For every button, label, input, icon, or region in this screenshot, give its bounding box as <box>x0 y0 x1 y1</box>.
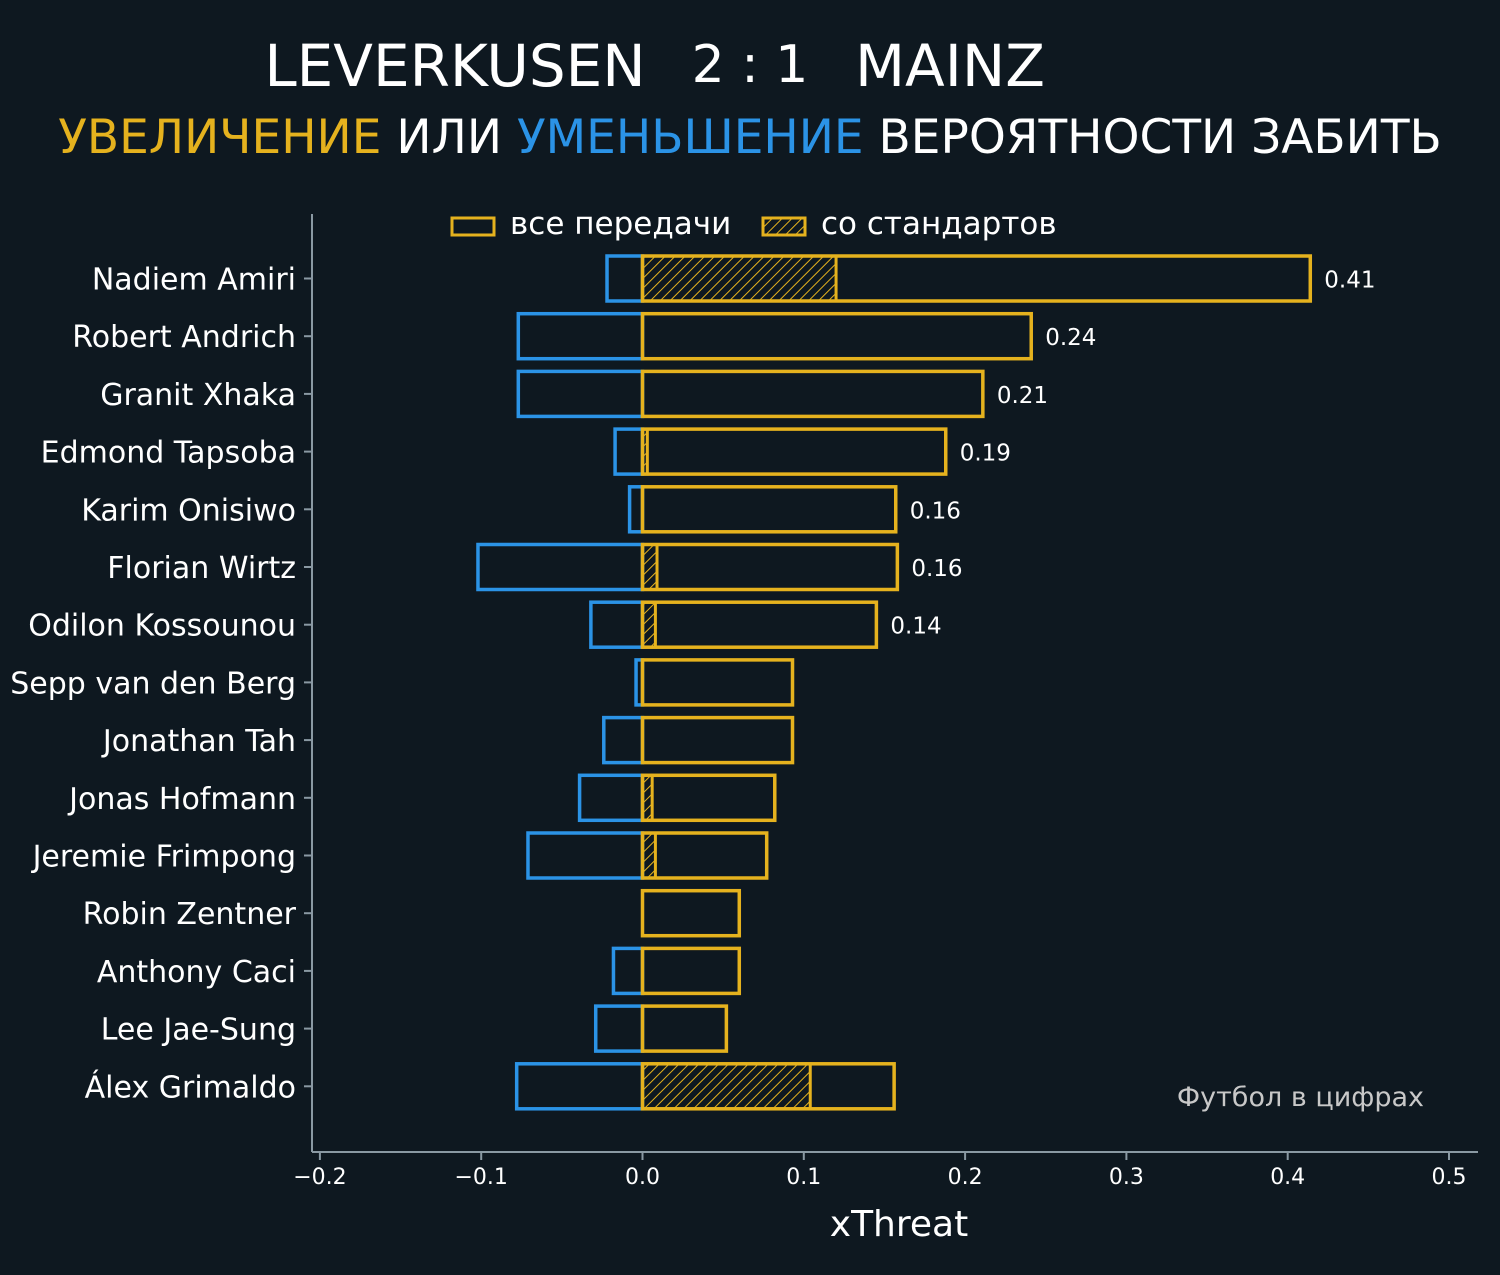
y-ticks: Nadiem Amiri Robert Andrich Granit Xhaka Ed… <box>10 263 312 1105</box>
bar-decrease <box>516 311 645 361</box>
title-away: MAINZ <box>855 32 1045 100</box>
player-name: Sepp van den Berg <box>10 666 296 701</box>
bar-all-passes <box>640 773 777 823</box>
title-home: LEVERKUSEN <box>264 32 645 100</box>
bar-set-pieces <box>641 543 659 591</box>
bar-all-passes <box>640 1004 729 1053</box>
bar-decrease <box>516 369 645 419</box>
bar-decrease <box>526 831 645 880</box>
bar-value-label: 0.21 <box>997 383 1048 409</box>
watermark: Футбол в цифрах <box>1177 1082 1424 1113</box>
player-name: Nadiem Amiri <box>92 263 296 298</box>
bar-all-passes <box>640 831 769 880</box>
player-name: Karim Onisiwo <box>81 493 296 528</box>
subtitle-decrease: УМЕНЬШЕНИЕ <box>517 110 864 165</box>
player-name: Robert Andrich <box>72 320 296 355</box>
bar-all-passes <box>640 600 879 649</box>
bars <box>476 254 1313 1111</box>
player-name: Álex Grimaldo <box>85 1069 296 1105</box>
subtitle-or: ИЛИ <box>381 110 517 165</box>
bar-set-pieces <box>641 831 657 880</box>
bar-value-label: 0.14 <box>890 614 941 640</box>
x-tick-label: −0.1 <box>454 1165 507 1190</box>
player-name: Edmond Tapsoba <box>41 436 296 471</box>
legend-all-passes-swatch <box>450 216 496 237</box>
x-tick-label: 0.3 <box>1109 1165 1144 1190</box>
bar-value-label: 0.16 <box>910 498 961 524</box>
bar-set-pieces <box>641 254 838 303</box>
bar-decrease <box>627 485 645 534</box>
bar-set-pieces <box>641 1062 812 1111</box>
subtitle-rest: ВЕРОЯТНОСТИ ЗАБИТЬ <box>864 110 1442 165</box>
player-name: Jonathan Tah <box>101 724 296 759</box>
bar-decrease <box>589 600 645 649</box>
subtitle: УВЕЛИЧЕНИЕ ИЛИ УМЕНЬШЕНИЕ ВЕРОЯТНОСТИ ЗА… <box>58 110 1442 165</box>
bar-all-passes <box>640 311 1033 361</box>
player-name: Robin Zentner <box>83 897 297 932</box>
x-tick-label: 0.4 <box>1270 1165 1305 1190</box>
bar-decrease <box>593 1004 645 1053</box>
bar-all-passes <box>640 542 900 592</box>
x-ticks: −0.2 −0.1 0.0 0.1 0.2 0.3 0.4 0.5 <box>293 1152 1467 1190</box>
bar-all-passes <box>640 1062 896 1111</box>
legend-set-pieces-swatch <box>761 216 807 237</box>
x-axis-label: xThreat <box>830 1204 968 1245</box>
x-tick-label: 0.1 <box>786 1165 821 1190</box>
player-name: Granit Xhaka <box>100 378 296 413</box>
bar-decrease <box>514 1062 645 1111</box>
x-tick-label: 0.0 <box>625 1165 660 1190</box>
title-score: 2 : 1 <box>692 35 809 95</box>
bar-all-passes <box>640 946 742 996</box>
bar-all-passes <box>640 427 948 476</box>
bar-all-passes <box>640 888 742 938</box>
bar-value-label: 0.19 <box>960 441 1011 467</box>
legend-set-pieces-label: со стандартов <box>821 206 1057 242</box>
legend: все передачи со стандартов <box>450 206 1057 242</box>
x-tick-label: 0.2 <box>948 1165 983 1190</box>
bar-decrease <box>613 427 645 476</box>
bar-decrease <box>605 254 645 303</box>
bar-all-passes <box>640 715 795 765</box>
bar-decrease <box>611 946 645 996</box>
player-name: Anthony Caci <box>97 955 296 990</box>
bar-decrease <box>602 715 645 765</box>
bar-all-passes <box>640 369 985 419</box>
x-tick-label: 0.5 <box>1432 1165 1467 1190</box>
player-name: Florian Wirtz <box>107 551 296 586</box>
bar-value-label: 0.16 <box>911 556 962 582</box>
legend-all-passes-label: все передачи <box>510 206 731 242</box>
player-name: Jeremie Frimpong <box>31 840 296 875</box>
x-tick-label: −0.2 <box>293 1165 346 1190</box>
bar-set-pieces <box>641 600 657 649</box>
player-name: Jonas Hofmann <box>67 782 296 817</box>
subtitle-increase: УВЕЛИЧЕНИЕ <box>58 110 381 165</box>
bar-all-passes <box>640 254 1313 303</box>
bar-decrease <box>577 773 645 823</box>
bar-decrease <box>476 542 645 592</box>
value-labels: 0.41 0.24 0.21 0.19 0.16 0.16 0.14 <box>890 268 1375 640</box>
bar-all-passes <box>640 658 795 707</box>
bar-all-passes <box>640 485 898 534</box>
bar-value-label: 0.41 <box>1324 268 1375 294</box>
player-name: Odilon Kossounou <box>28 609 296 644</box>
bar-value-label: 0.24 <box>1045 325 1096 351</box>
player-name: Lee Jae-Sung <box>101 1013 296 1048</box>
